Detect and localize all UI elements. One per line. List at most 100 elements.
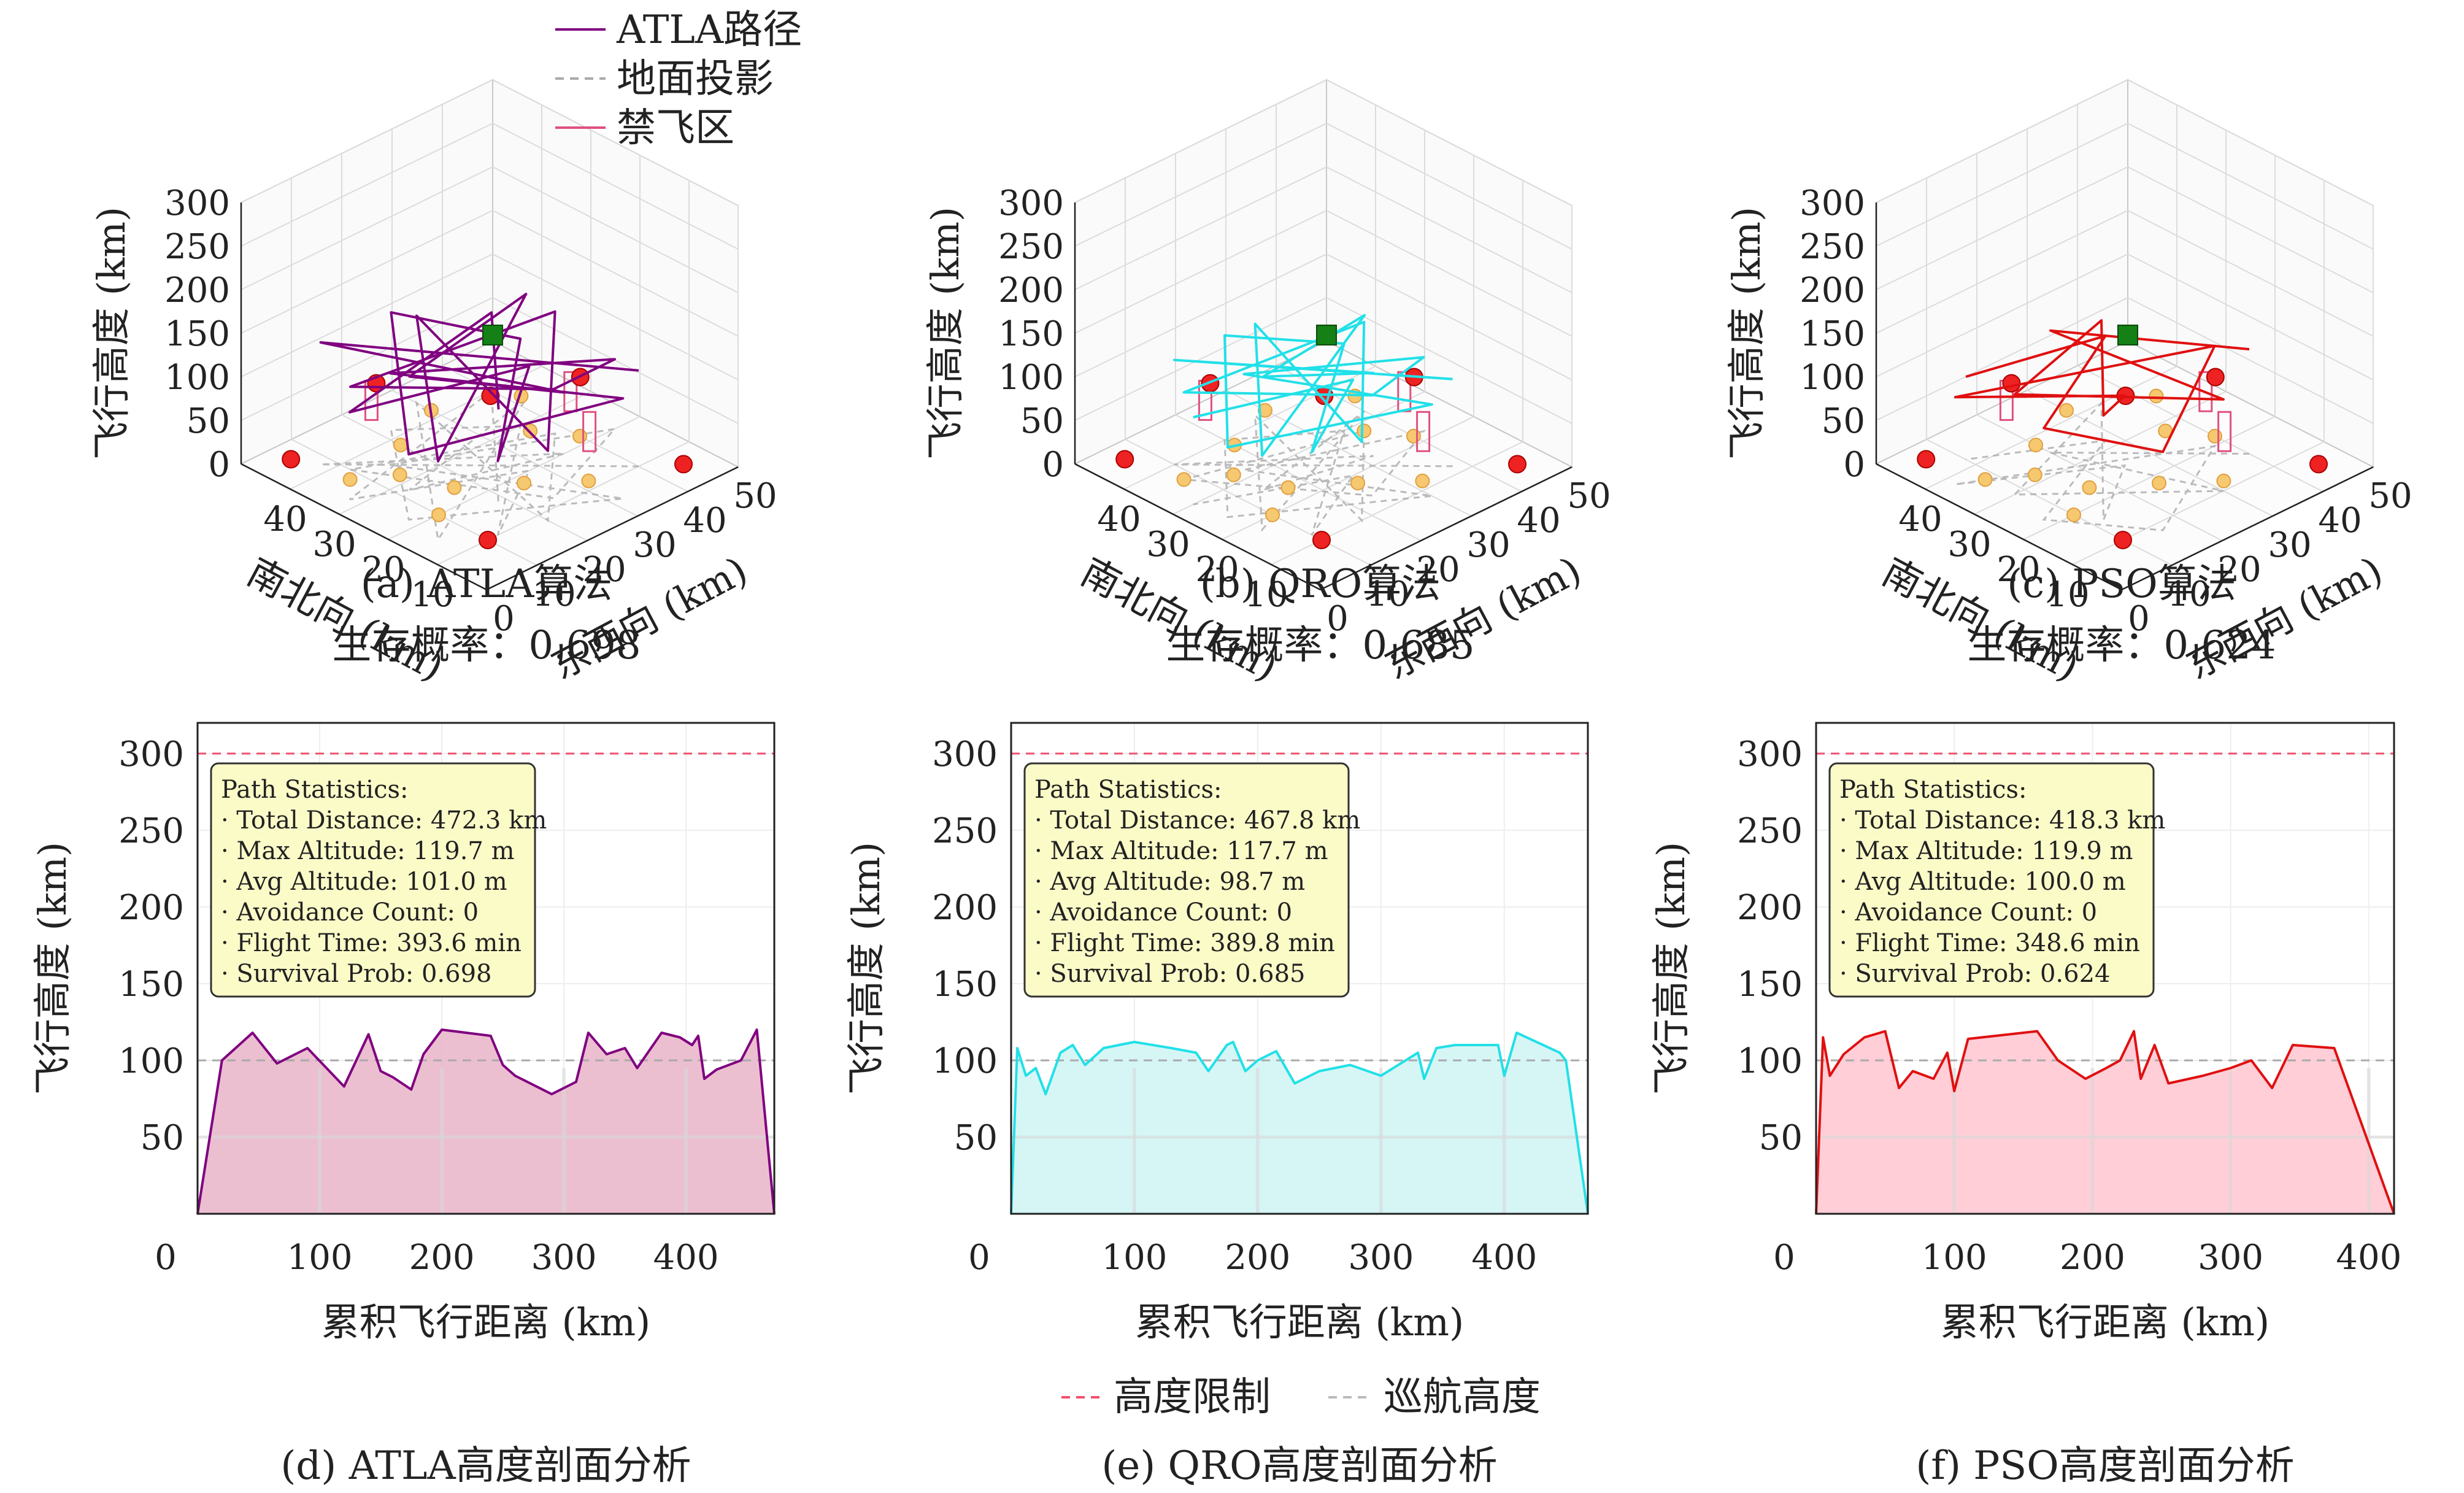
x-tick-label: 0 bbox=[493, 599, 515, 639]
stats-line: · Flight Time: 389.8 min bbox=[1034, 929, 1335, 957]
y-tick-label: 40 bbox=[263, 500, 307, 539]
no-fly-zone bbox=[2198, 371, 2213, 412]
altitude-line bbox=[1010, 1032, 1589, 1214]
grid-z bbox=[241, 296, 739, 424]
threat-marker bbox=[2206, 368, 2225, 387]
altitude-area bbox=[1816, 1031, 2394, 1214]
x-axis-label: 累积飞行距离 (km) bbox=[1135, 1300, 1464, 1344]
x-tick-label: 40 bbox=[683, 501, 726, 541]
y-tick-label: 10 bbox=[1244, 575, 1288, 615]
threat-marker bbox=[2309, 455, 2328, 474]
stats-line: · Avoidance Count: 0 bbox=[221, 898, 479, 927]
x-tick-label: 200 bbox=[1225, 1238, 1290, 1278]
x-tick-label: 0 bbox=[2128, 599, 2150, 639]
waypoint-marker bbox=[581, 473, 596, 488]
grid-floor-x bbox=[1175, 414, 1422, 541]
y-tick-label: 30 bbox=[312, 525, 356, 565]
z-tick-label: 200 bbox=[1800, 271, 1865, 311]
panel-subcaption: 生存概率：0.685 bbox=[1166, 623, 1474, 668]
y-axis-label: 飞行高度 (km) bbox=[30, 842, 75, 1095]
stats-line: Path Statistics: bbox=[1034, 776, 1222, 804]
x-axis-label: 累积飞行距离 (km) bbox=[321, 1300, 650, 1344]
waypoint-marker bbox=[2082, 480, 2097, 495]
no-fly-zone bbox=[2217, 411, 2232, 452]
grid-floor-y bbox=[1123, 366, 1376, 490]
y-tick-label: 100 bbox=[1737, 1041, 1803, 1081]
y-tick-label: 30 bbox=[1146, 525, 1190, 565]
grid-z bbox=[1876, 296, 2374, 424]
z-tick-label: 0 bbox=[1843, 445, 1865, 485]
x-tick-label: 10 bbox=[532, 574, 576, 614]
waypoint-marker bbox=[1977, 472, 1993, 487]
waypoint-marker bbox=[2059, 403, 2074, 418]
stats-line: Path Statistics: bbox=[221, 776, 409, 804]
legend-label: ATLA路径 bbox=[616, 7, 802, 53]
plot-frame bbox=[1010, 722, 1589, 1215]
grid-z bbox=[241, 209, 739, 337]
profile-panel-f: 50 100 150 200 250 300 0 100 200 300 400 累积飞行距离 (km… bbox=[1649, 722, 2401, 1489]
y-tick-label: 200 bbox=[118, 888, 184, 928]
z-tick-label: 300 bbox=[998, 183, 1064, 223]
x-tick-label: 30 bbox=[2268, 525, 2311, 565]
grid-z bbox=[241, 253, 739, 380]
x-axis-edge bbox=[241, 463, 487, 591]
threat-marker bbox=[282, 450, 301, 469]
x-tick-label: 100 bbox=[1101, 1238, 1167, 1278]
grid-z bbox=[1074, 253, 1573, 380]
waypoint-marker bbox=[1176, 472, 1192, 487]
panel-subcaption: 生存概率：0.698 bbox=[332, 623, 641, 668]
panel-caption: (b) QRO算法 bbox=[1200, 561, 1441, 607]
x-tick-label: 300 bbox=[1348, 1238, 1414, 1278]
y-tick-label: 100 bbox=[932, 1041, 998, 1081]
panel-caption: (a) ATLA算法 bbox=[361, 561, 613, 607]
grid-z bbox=[1876, 122, 2374, 250]
x-tick-label: 50 bbox=[2368, 476, 2412, 516]
stats-box bbox=[1023, 762, 1350, 998]
z-tick-label: 100 bbox=[164, 358, 230, 398]
threat-marker bbox=[1312, 531, 1331, 549]
x-tick-label: 50 bbox=[1567, 476, 1611, 516]
stats-line: Path Statistics: bbox=[1839, 776, 2027, 804]
no-fly-zone bbox=[582, 411, 597, 452]
path3d-panel-c: 0501001502002503001020304001020304050飞行高… bbox=[1724, 79, 2412, 690]
z-tick-label: 250 bbox=[164, 227, 230, 267]
path3d-panel-b: 0501001502002503001020304001020304050飞行高… bbox=[923, 79, 1611, 690]
grid-floor-y bbox=[1172, 391, 1425, 515]
x-tick-label: 20 bbox=[1416, 550, 1460, 590]
z-tick-label: 50 bbox=[1020, 401, 1064, 441]
ground-projection bbox=[320, 389, 639, 542]
grid-z bbox=[241, 166, 739, 293]
z-tick-label: 300 bbox=[164, 183, 230, 223]
altitude-line bbox=[1815, 1030, 2395, 1214]
grid-floor-y bbox=[437, 441, 690, 565]
z-tick-label: 150 bbox=[1800, 314, 1865, 354]
z-tick-label: 250 bbox=[1800, 227, 1865, 267]
stats-line: · Avg Altitude: 100.0 m bbox=[1839, 868, 2126, 896]
x-tick-label: 10 bbox=[2167, 574, 2211, 614]
grid-z bbox=[1876, 166, 2374, 293]
y-tick-label: 200 bbox=[932, 888, 998, 928]
altitude-line bbox=[196, 1028, 776, 1214]
y-tick-label: 300 bbox=[932, 735, 998, 774]
stats-line: · Flight Time: 348.6 min bbox=[1839, 929, 2140, 957]
y-axis-edge bbox=[2121, 466, 2374, 591]
waypoint-marker bbox=[1406, 428, 1421, 444]
grid-floor-y bbox=[388, 416, 641, 540]
waypoint-marker bbox=[447, 480, 462, 495]
x-tick-label: 300 bbox=[531, 1238, 597, 1278]
panels-3d: 0501001502002503001020304001020304050飞行高… bbox=[89, 7, 2412, 690]
legend-label: 地面投影 bbox=[617, 56, 774, 102]
stats-line: · Total Distance: 467.8 km bbox=[1034, 806, 1360, 835]
x-tick-label: 50 bbox=[733, 476, 777, 516]
z-tick-label: 50 bbox=[1822, 401, 1865, 441]
stats-line: · Avoidance Count: 0 bbox=[1034, 898, 1292, 927]
z-tick-label: 200 bbox=[164, 271, 230, 311]
y-tick-label: 50 bbox=[954, 1118, 998, 1158]
stats-line: · Avg Altitude: 101.0 m bbox=[221, 868, 507, 896]
flight-path bbox=[319, 293, 639, 463]
waypoint-marker bbox=[1258, 403, 1272, 418]
threat-marker bbox=[1115, 450, 1134, 469]
